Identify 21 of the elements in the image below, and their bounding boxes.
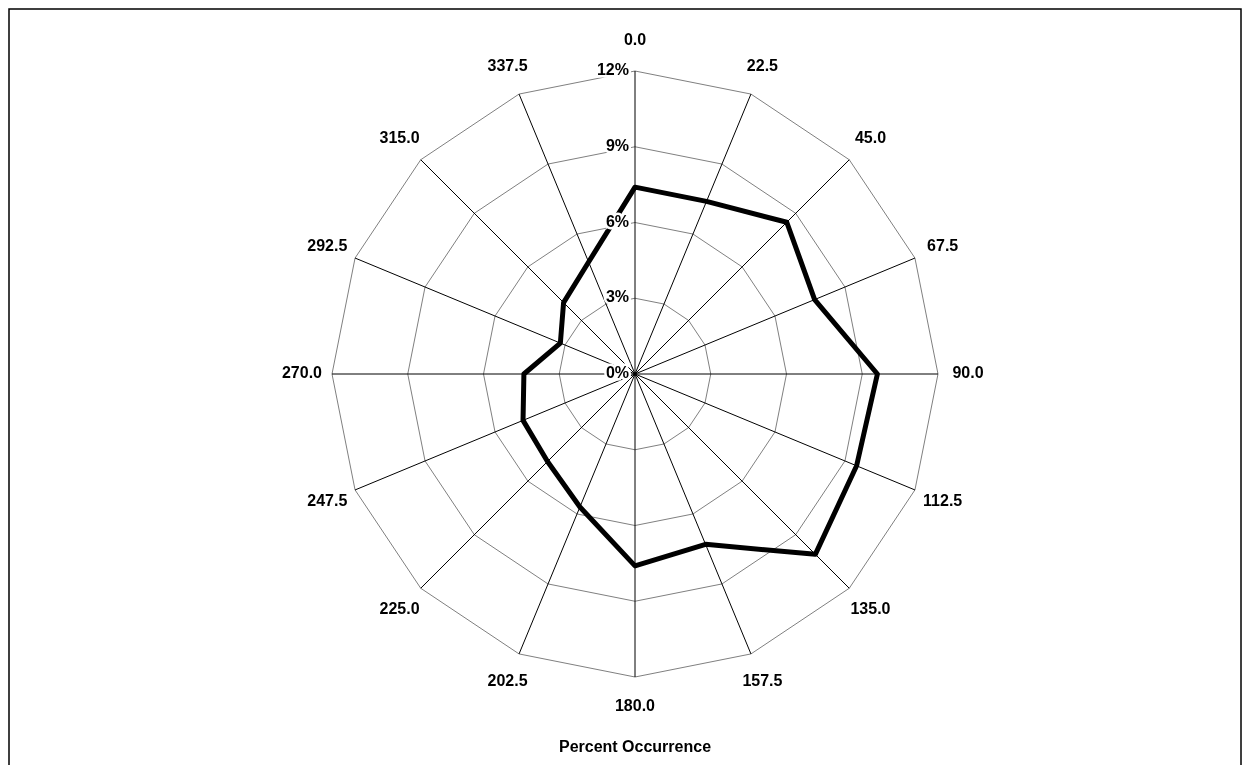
y-tick-label: 0% [605,364,629,382]
spoke-label: 270.0 [281,364,323,382]
spoke-label: 135.0 [850,599,891,617]
spoke-label: 0.0 [623,31,647,49]
spoke-label: 180.0 [614,697,656,715]
spoke-label: 315.0 [379,128,420,146]
y-tick-label: 3% [605,288,629,306]
spoke-label: 337.5 [487,56,528,74]
spoke-label: 247.5 [307,491,348,509]
spoke-label: 225.0 [379,599,420,617]
spoke-label: 22.5 [746,56,779,74]
text: Percent Occurrence [558,738,712,755]
spoke-label: 202.5 [487,671,528,689]
spoke-label: 67.5 [927,236,959,254]
y-tick-label: 12% [596,61,629,79]
spoke-label: 112.5 [923,491,963,509]
spoke-label: 292.5 [307,236,348,254]
y-tick-label: 9% [605,136,629,154]
spoke-label: 45.0 [854,128,887,146]
spoke-label: 157.5 [742,671,783,689]
spoke-label: 90.0 [952,364,984,382]
